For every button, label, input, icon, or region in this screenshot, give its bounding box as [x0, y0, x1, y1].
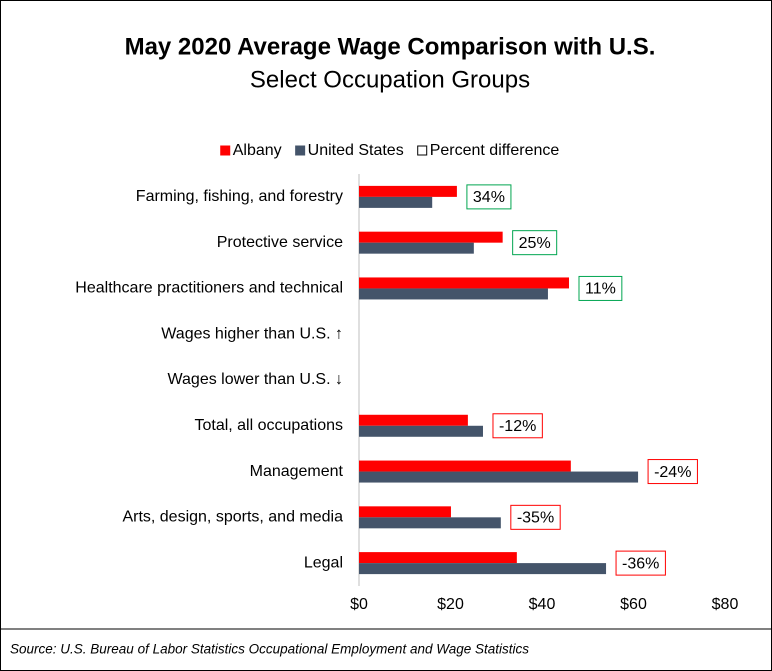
percent-label-box: [578, 275, 623, 301]
y-tick-label: Protective service: [217, 234, 343, 251]
bar: [359, 414, 468, 426]
legend-label: Albany: [233, 142, 282, 159]
percent-label: -12%: [499, 418, 536, 435]
percent-label-box: [615, 550, 666, 576]
legend-label: United States: [308, 142, 404, 159]
legend-swatch: [295, 145, 306, 156]
y-tick-label: Farming, fishing, and forestry: [136, 188, 343, 205]
y-tick-label: Legal: [304, 554, 343, 571]
legend-swatch: [417, 145, 428, 156]
bar: [359, 460, 571, 472]
chart-title: May 2020 Average Wage Comparison with U.…: [125, 33, 656, 60]
x-tick-label: $40: [529, 596, 556, 613]
legend-swatch: [220, 145, 231, 156]
y-tick-label: Wages higher than U.S. ↑: [161, 325, 343, 342]
x-tick-label: $60: [620, 596, 647, 613]
percent-label-box: [510, 504, 561, 530]
percent-label: 25%: [519, 235, 551, 252]
bar: [359, 517, 501, 529]
percent-label: 34%: [473, 189, 505, 206]
y-tick-label: Total, all occupations: [194, 417, 343, 434]
x-tick-label: $0: [350, 596, 368, 613]
legend-label: Percent difference: [430, 142, 560, 159]
percent-label: -24%: [654, 464, 691, 481]
bar: [359, 563, 607, 575]
y-tick-label: Wages lower than U.S. ↓: [168, 371, 343, 388]
bar: [359, 471, 639, 483]
y-tick-label: Management: [250, 463, 344, 480]
chart-subtitle: Select Occupation Groups: [250, 66, 530, 93]
percent-label-box: [466, 184, 512, 210]
percent-label: -35%: [517, 510, 554, 527]
source-note: Source: U.S. Bureau of Labor Statistics …: [10, 642, 529, 657]
bar: [359, 196, 433, 208]
percent-label: 11%: [585, 281, 616, 298]
bar: [359, 506, 451, 518]
bar: [359, 231, 503, 243]
bar: [359, 425, 483, 437]
bar: [359, 242, 474, 254]
x-tick-label: $80: [712, 596, 739, 613]
bar: [359, 185, 457, 197]
x-tick-label: $20: [437, 596, 464, 613]
bar: [359, 288, 548, 300]
bar: [359, 277, 569, 289]
y-tick-label: Arts, design, sports, and media: [122, 509, 343, 526]
percent-label-box: [512, 230, 558, 256]
y-tick-label: Healthcare practitioners and technical: [75, 280, 343, 297]
percent-label-box: [492, 413, 543, 439]
bar: [359, 552, 517, 564]
percent-label-box: [647, 459, 698, 485]
percent-label: -36%: [622, 555, 659, 572]
